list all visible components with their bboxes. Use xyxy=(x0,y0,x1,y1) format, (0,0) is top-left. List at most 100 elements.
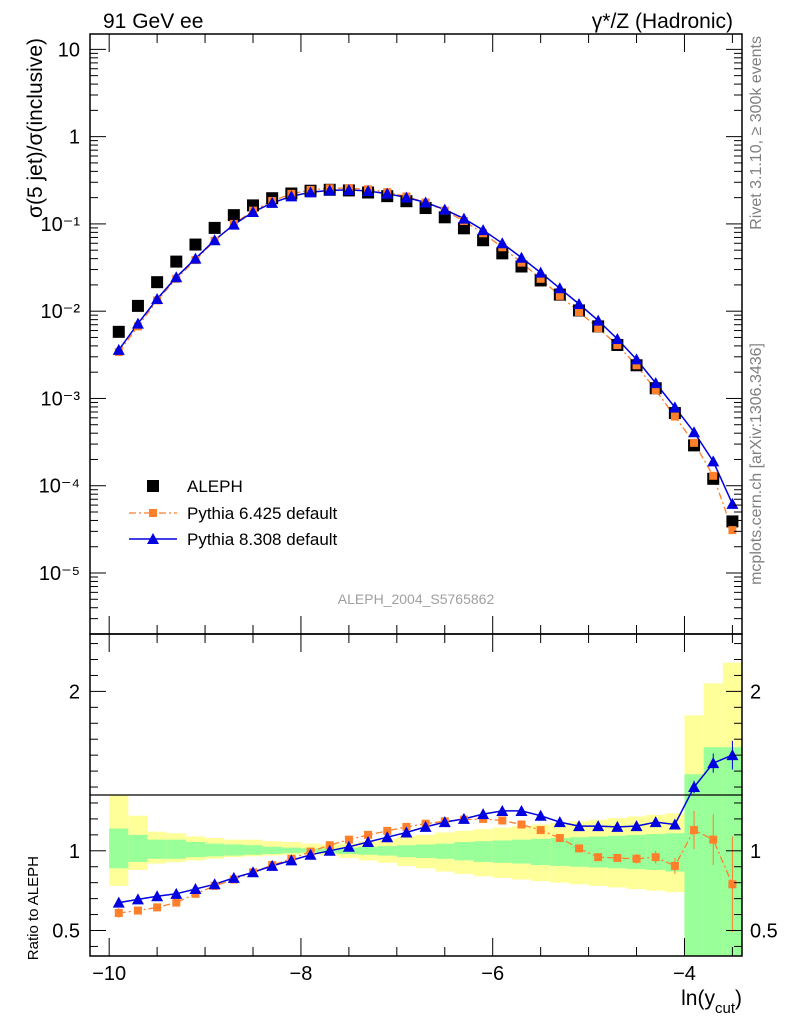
ratio-stat-band-bin xyxy=(166,839,186,859)
main-point-pythia8 xyxy=(208,234,221,246)
ratio-y-tick-label-right: 1 xyxy=(750,841,761,863)
ratio-stat-band-bin xyxy=(492,840,512,863)
main-series-layer xyxy=(112,183,739,535)
main-point-pythia8 xyxy=(688,426,701,438)
ratio-point-pythia8 xyxy=(170,887,183,899)
ratio-point-pythia8 xyxy=(496,804,509,816)
ratio-stat-band-bin xyxy=(550,838,570,866)
analysis-label: ALEPH_2004_S5765862 xyxy=(338,591,495,607)
main-y-tick-label: 10 xyxy=(58,39,80,61)
main-point-pythia8 xyxy=(419,196,432,208)
main-y-axis-title: σ(5 jet)/σ(inclusive) xyxy=(24,38,47,218)
main-point-aleph xyxy=(208,221,221,234)
x-axis-title: ln(ycut) xyxy=(681,987,742,1017)
ratio-y-tick-label-left: 0.5 xyxy=(52,920,80,942)
ratio-stat-band-bin xyxy=(281,847,301,854)
ratio-point-pythia8 xyxy=(227,871,240,883)
ratio-point-pythia8 xyxy=(553,816,566,828)
main-point-pythia8 xyxy=(227,218,240,230)
main-point-pythia8 xyxy=(285,190,298,202)
ratio-axes: 0.5 0.5 1 1 2 2 −10 −8 −6 −4 xyxy=(52,634,778,985)
legend-label-py8: Pythia 8.308 default xyxy=(187,530,338,549)
ratio-point-pythia8 xyxy=(304,848,317,860)
ratio-point-pythia8 xyxy=(151,890,164,902)
main-y-tick-label: 10⁻⁵ xyxy=(39,563,80,585)
main-point-pythia8 xyxy=(553,282,566,294)
chart-title-right: γ*/Z (Hadronic) xyxy=(592,10,733,33)
main-point-pythia6 xyxy=(670,412,679,421)
main-point-pythia8 xyxy=(630,353,643,365)
ratio-point-pythia6 xyxy=(632,854,641,863)
rivet-label: Rivet 3.1.10, ≥ 300k events xyxy=(748,36,765,230)
ratio-point-pythia8 xyxy=(323,844,336,856)
main-point-pythia8 xyxy=(170,271,183,283)
ratio-point-pythia6 xyxy=(575,844,583,853)
main-point-pythia6 xyxy=(613,340,622,349)
ratio-point-pythia6 xyxy=(498,816,507,825)
main-point-pythia6 xyxy=(594,324,603,333)
ratio-stat-band-bin xyxy=(377,846,397,856)
ratio-point-pythia8 xyxy=(573,820,585,832)
ratio-point-pythia8 xyxy=(726,749,739,761)
legend-marker-aleph xyxy=(147,480,159,492)
ratio-point-pythia6 xyxy=(728,880,737,889)
main-point-pythia8 xyxy=(304,186,317,198)
ratio-stat-band-bin xyxy=(147,839,167,859)
ratio-point-pythia8 xyxy=(707,757,720,769)
ratio-point-pythia6 xyxy=(651,853,660,862)
main-point-aleph xyxy=(112,325,125,338)
main-y-tick-label: 1 xyxy=(69,127,80,149)
legend: ALEPH Pythia 6.425 default Pythia 8.308 … xyxy=(129,477,338,549)
ratio-point-pythia8 xyxy=(362,836,375,848)
x-tick-label: −6 xyxy=(481,963,504,985)
ratio-stat-band-bin xyxy=(109,828,129,869)
main-point-pythia6 xyxy=(728,526,737,535)
main-point-pythia8 xyxy=(515,251,528,263)
ratio-point-pythia6 xyxy=(670,861,679,870)
main-point-pythia6 xyxy=(632,361,641,370)
ratio-point-pythia6 xyxy=(517,820,526,829)
main-y-tick-label: 10⁻³ xyxy=(41,388,81,410)
main-point-aleph xyxy=(151,276,164,289)
main-point-pythia6 xyxy=(536,274,545,283)
main-point-pythia8 xyxy=(457,212,470,224)
x-axis-title-main: ln(y xyxy=(681,987,715,1010)
ratio-point-pythia6 xyxy=(709,835,718,844)
ratio-point-pythia8 xyxy=(208,878,221,890)
ratio-point-pythia8 xyxy=(285,854,298,866)
ratio-y-tick-label-right: 2 xyxy=(750,681,761,703)
legend-label-aleph: ALEPH xyxy=(187,477,243,496)
ratio-point-pythia8 xyxy=(688,781,701,793)
ratio-stat-band-bin xyxy=(684,774,704,956)
ratio-point-pythia6 xyxy=(613,853,622,862)
ratio-stat-band-bin xyxy=(243,845,263,855)
ratio-point-pythia8 xyxy=(400,826,413,838)
ratio-stat-band-bin xyxy=(454,842,474,861)
ratio-point-pythia6 xyxy=(172,898,181,907)
main-point-pythia8 xyxy=(381,187,394,199)
main-point-pythia8 xyxy=(707,455,720,467)
main-y-tick-label: 10⁻¹ xyxy=(41,214,81,236)
main-point-aleph xyxy=(131,299,144,312)
x-axis-title-tail: ) xyxy=(735,987,742,1010)
ratio-stat-band-bin xyxy=(511,839,532,864)
legend-marker-py8 xyxy=(147,533,159,544)
ratio-point-pythia8 xyxy=(668,818,681,830)
x-axis-title-subscript: cut xyxy=(715,1000,736,1017)
mcplots-label: mcplots.cern.ch [arXiv:1306.3436] xyxy=(748,343,765,585)
main-point-pythia8 xyxy=(649,377,662,389)
main-point-pythia8 xyxy=(323,184,336,196)
main-point-pythia6 xyxy=(575,307,583,316)
main-point-pythia8 xyxy=(247,205,259,217)
main-point-pythia8 xyxy=(189,252,202,264)
ratio-stat-band-bin xyxy=(185,842,206,858)
main-point-pythia8 xyxy=(496,237,509,249)
main-point-aleph xyxy=(189,238,202,251)
chart-title-left: 91 GeV ee xyxy=(103,10,203,33)
ratio-point-pythia6 xyxy=(364,830,373,839)
main-point-aleph xyxy=(170,255,183,268)
main-point-pythia8 xyxy=(438,203,451,215)
ratio-series-layer xyxy=(112,740,739,933)
ratio-point-pythia6 xyxy=(594,853,603,862)
ratio-panel: 0.5 0.5 1 1 2 2 −10 −8 −6 −4 Ratio to ALEPH ln(yc… xyxy=(25,633,778,1017)
